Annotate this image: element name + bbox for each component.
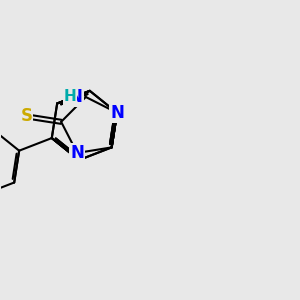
- Text: N: N: [110, 104, 124, 122]
- Text: N: N: [70, 144, 84, 162]
- Text: H: H: [64, 89, 76, 104]
- Text: S: S: [21, 107, 33, 125]
- Text: N: N: [69, 88, 83, 106]
